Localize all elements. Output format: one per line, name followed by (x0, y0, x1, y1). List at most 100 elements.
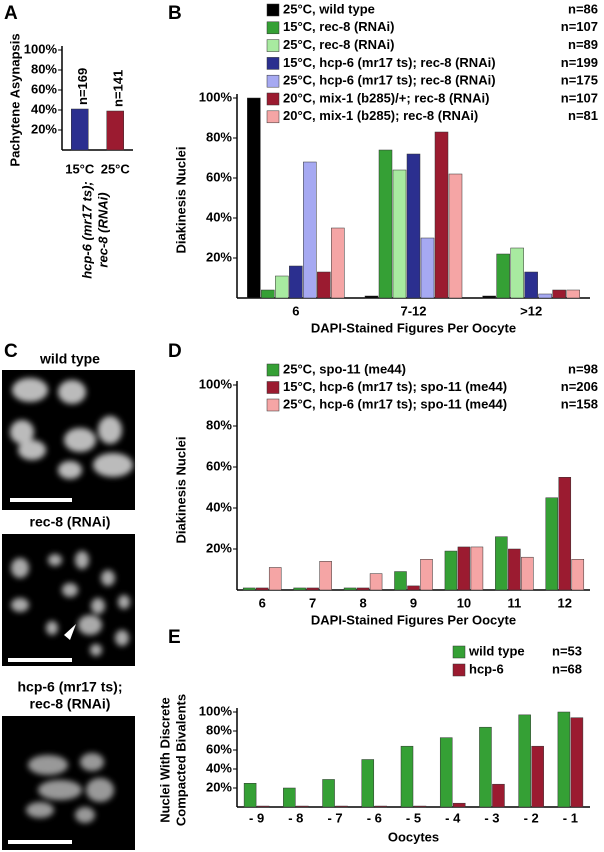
legend-swatch (266, 3, 280, 17)
x-tick-label: - 1 (563, 810, 578, 825)
bar (452, 802, 466, 808)
bar (496, 253, 510, 299)
panel-letter: E (168, 627, 181, 648)
bar (545, 497, 559, 591)
bar (369, 573, 383, 591)
legend-n: n=199 (561, 55, 598, 70)
x-tick-label: 7-12 (400, 303, 426, 318)
legend-n: n=86 (568, 1, 598, 16)
legend-label: 25°C, hcp-6 (mr17 ts); spo-11 (me44) (283, 396, 507, 411)
y-tick-label: 40% (206, 209, 232, 224)
x-tick-label: - 7 (327, 810, 342, 825)
bar (106, 110, 124, 151)
bar (283, 787, 296, 808)
bar (242, 587, 256, 591)
x-tick-label: - 6 (367, 810, 382, 825)
bar (335, 805, 348, 808)
chromosomes (26, 753, 114, 823)
legend-label: 25°C, spo-11 (me44) (283, 361, 406, 376)
legend-label: 20°C, mix-1 (b285)/+; rec-8 (RNAi) (283, 90, 489, 105)
arrowhead (64, 624, 76, 640)
bar (420, 559, 433, 591)
legend-swatch (266, 363, 280, 377)
n-annotation: n=169 (75, 68, 90, 105)
x-tick-label: - 9 (249, 810, 264, 825)
legend-n: n=107 (561, 19, 598, 34)
x-tick-label: 8 (359, 595, 366, 610)
y-tick-label: 100% (199, 376, 233, 391)
image-caption: wild type (39, 351, 100, 367)
y-tick-label: 100% (199, 89, 233, 104)
bar (571, 559, 585, 591)
bar (394, 571, 407, 591)
bar (531, 745, 544, 808)
bar (518, 714, 531, 808)
y-axis-title: Nuclei With Discrete (157, 697, 172, 823)
panel-letter: C (4, 341, 18, 362)
x-tick-label: - 8 (288, 810, 303, 825)
bar (243, 783, 257, 808)
bar (538, 293, 552, 299)
bar (331, 227, 345, 299)
legend-label: 25°C, rec-8 (RNAi) (283, 37, 394, 52)
bar (392, 169, 407, 299)
bar (364, 295, 379, 299)
bar (322, 779, 335, 808)
legend-label: 15°C, hcp-6 (mr17 ts); rec-8 (RNAi) (283, 55, 496, 70)
y-tick-label: 60% (206, 741, 232, 756)
legend-swatch (452, 663, 466, 677)
legend-n: n=89 (568, 37, 598, 52)
bar (508, 548, 521, 591)
x-tick-label: - 3 (484, 810, 499, 825)
bar (255, 587, 269, 591)
x-tick-label: 15°C (65, 161, 95, 176)
bar (306, 587, 319, 591)
legend-swatch (266, 110, 280, 124)
n-annotation: n=141 (111, 70, 126, 107)
bar (570, 717, 584, 808)
bar (552, 289, 566, 299)
legend-n: n=68 (552, 661, 582, 676)
bar (71, 108, 89, 151)
bar (479, 726, 492, 808)
bar (303, 161, 317, 299)
legend-n: n=53 (552, 643, 582, 658)
x-tick-label: >12 (520, 303, 542, 318)
x-axis-title: hcp-6 (mr17 ts); (79, 181, 94, 279)
bar (557, 711, 571, 808)
panel-letter: A (4, 3, 18, 24)
bar (361, 759, 375, 808)
y-tick-label: 80% (206, 722, 232, 737)
x-tick-label: 6 (259, 595, 266, 610)
bar (289, 265, 303, 299)
x-tick-label: 9 (410, 595, 417, 610)
panel-letter: D (168, 341, 182, 362)
bar (420, 237, 435, 299)
y-axis-title: Diakinesis Nuclei (173, 437, 188, 544)
bar (492, 783, 505, 808)
x-tick-label: 11 (507, 595, 521, 610)
chromosomes (10, 378, 133, 479)
y-tick-label: 20% (206, 540, 232, 555)
x-tick-label: - 2 (524, 810, 539, 825)
legend-label: 20°C, mix-1 (b285); rec-8 (RNAi) (283, 108, 478, 123)
bar (343, 587, 357, 591)
y-tick-label: 60% (206, 169, 232, 184)
image-caption: hcp-6 (mr17 ts); (17, 679, 122, 695)
x-tick-label: - 4 (445, 810, 461, 825)
x-axis-title: Oocytes (388, 829, 439, 844)
legend-n: n=107 (561, 90, 598, 105)
legend-n: n=81 (568, 108, 598, 123)
bar (444, 550, 458, 591)
bar (247, 97, 261, 299)
image-caption: rec-8 (RNAi) (30, 514, 111, 530)
bar (275, 275, 289, 299)
legend-label: hcp-6 (469, 661, 504, 676)
y-tick-label: 80% (31, 61, 57, 76)
bar (470, 546, 484, 591)
bar (457, 546, 471, 591)
bar (510, 247, 524, 299)
y-tick-label: 40% (31, 101, 57, 116)
y-tick-label: 80% (206, 129, 232, 144)
